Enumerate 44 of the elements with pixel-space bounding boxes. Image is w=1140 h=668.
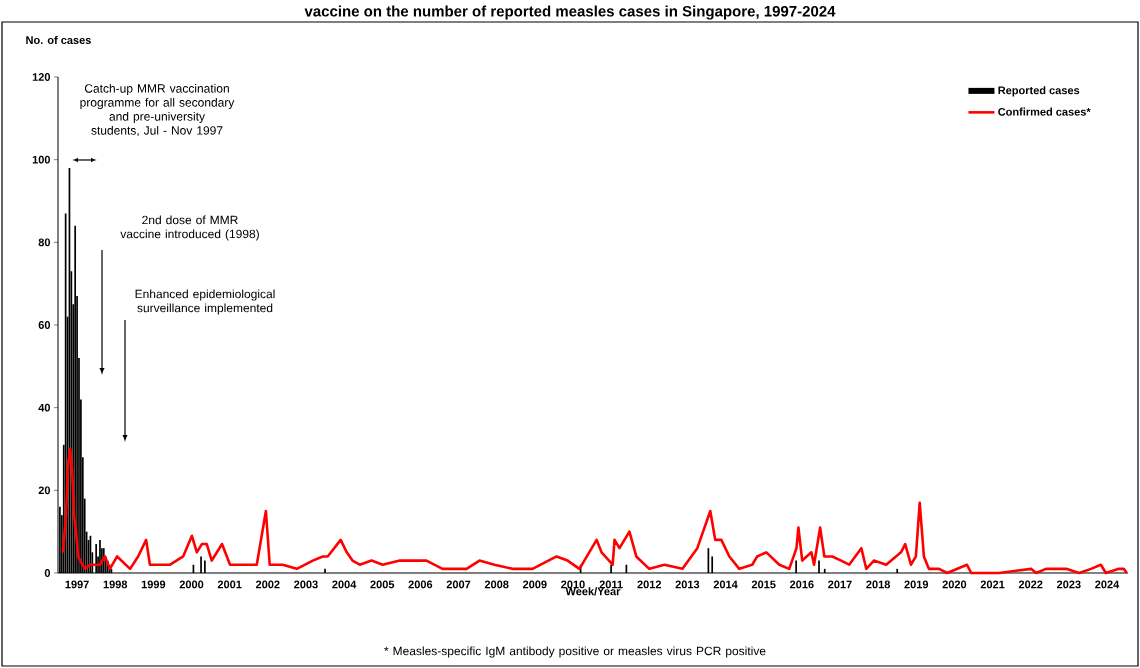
x-tick-label: 1998 (103, 580, 128, 589)
x-tick-label: 2015 (751, 580, 776, 589)
x-tick-label: 2005 (370, 580, 395, 589)
annotation: Catch-up MMR vaccination programme for all secondary and pre-university students, Jul - Nov 1997 (80, 83, 235, 137)
x-tick-label: 2014 (713, 580, 738, 589)
y-tick-label: 100 (32, 155, 51, 164)
x-tick-label: 2024 (1095, 580, 1120, 589)
y-tick-label: 120 (32, 73, 51, 81)
x-tick-label: 2008 (484, 580, 509, 589)
y-axis-title: No. of cases (26, 35, 91, 45)
x-tick-label: 2021 (980, 580, 1005, 589)
x-tick-label: 1997 (65, 580, 89, 589)
x-tick-label: 2012 (637, 580, 662, 589)
text: * Measles-specific IgM antibody positive or measles virus PCR positive (384, 646, 766, 658)
x-tick-label: 2009 (522, 580, 547, 589)
x-tick-label: 2022 (1018, 580, 1043, 589)
y-tick-label: 60 (38, 321, 51, 329)
y-tick-label: 40 (38, 403, 51, 412)
y-tick-label: 20 (38, 486, 51, 495)
annotation: Enhanced epidemiological surveillance implemented (135, 289, 275, 315)
legend-label: Reported cases (998, 86, 1080, 97)
x-tick-label: 1999 (141, 580, 166, 589)
x-tick-label: 2002 (255, 580, 280, 589)
annotation: 2nd dose of MMR vaccine introduced (1998) (120, 215, 259, 241)
y-tick-label: 80 (38, 238, 51, 247)
x-tick-label: 2016 (789, 580, 814, 589)
y-tick-label: 0 (44, 569, 51, 577)
x-tick-label: 2017 (828, 580, 852, 589)
x-tick-label: 2018 (866, 580, 891, 589)
x-tick-label: 2010 (561, 580, 585, 589)
x-tick-label: 2013 (675, 580, 700, 589)
x-tick-label: 2007 (446, 580, 471, 589)
x-tick-label: 2019 (904, 580, 929, 589)
x-tick-label: 2006 (408, 580, 433, 589)
x-tick-label: 2003 (294, 580, 318, 589)
x-tick-label: 2020 (942, 580, 967, 589)
x-tick-label: 2004 (332, 580, 357, 589)
x-tick-label: 2000 (179, 580, 204, 589)
x-tick-label: 2001 (217, 580, 242, 589)
legend-label: Confirmed cases* (998, 107, 1091, 116)
chart-title: vaccine on the number of reported measles cases in Singapore, 1997-2024 (304, 5, 836, 20)
x-tick-label: 2011 (599, 580, 623, 589)
x-tick-label: 2023 (1056, 580, 1081, 589)
x-axis-title: Week/Year (565, 587, 621, 596)
